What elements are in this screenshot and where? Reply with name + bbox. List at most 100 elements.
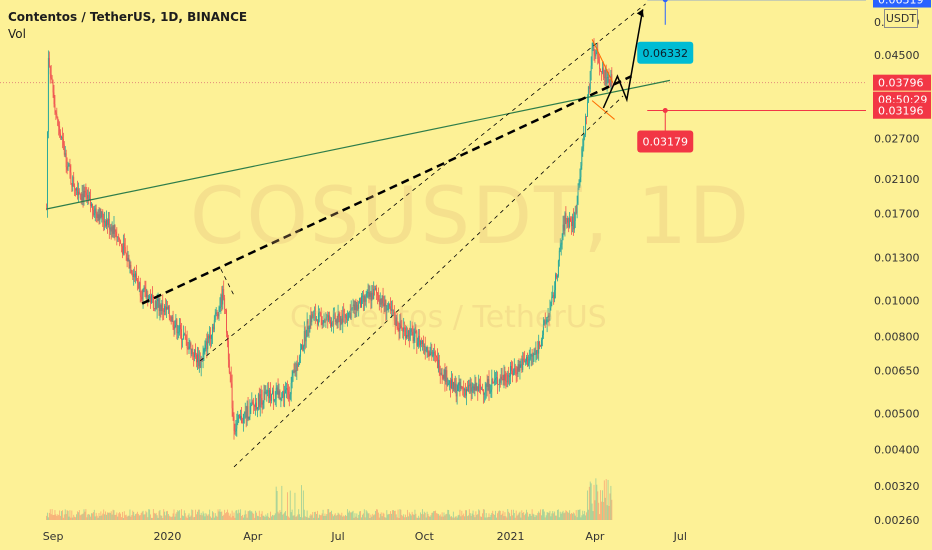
candle (380, 298, 382, 313)
volume-bar (399, 509, 401, 520)
candle (421, 339, 423, 351)
volume-bar (568, 512, 570, 520)
candle (511, 360, 512, 375)
volume-bar (481, 516, 482, 520)
volume-bar (571, 513, 572, 520)
volume-bar (610, 485, 612, 520)
volume-bar (475, 511, 477, 520)
candle (383, 295, 385, 315)
volume-bar (248, 511, 250, 520)
volume-bar (297, 514, 299, 520)
volume-bar (506, 517, 508, 520)
volume-bar (367, 513, 369, 520)
volume-bar (204, 516, 206, 520)
candle (102, 209, 104, 227)
volume-bar (454, 516, 456, 520)
candle (471, 382, 473, 400)
candle (522, 351, 524, 373)
candle (593, 38, 595, 61)
candle (454, 375, 456, 394)
volume-bar (608, 505, 610, 520)
volume-bar (564, 512, 566, 520)
candle (78, 188, 80, 195)
volume-bar (309, 515, 311, 520)
volume-bar (241, 514, 243, 520)
candle (272, 385, 274, 410)
volume-bar (206, 514, 208, 520)
candle (341, 309, 343, 325)
candle (325, 312, 327, 328)
candle (461, 385, 463, 390)
volume-bar (537, 513, 539, 520)
volume-bar (168, 515, 170, 520)
volume-bar (392, 510, 394, 520)
candle (565, 206, 567, 225)
candle (253, 397, 255, 414)
volume-bar (508, 511, 510, 520)
volume-bar (503, 516, 505, 520)
volume-bar (457, 515, 459, 520)
volume-bar (426, 511, 428, 520)
volume-bar (574, 515, 576, 520)
candle (531, 349, 533, 366)
candle (245, 405, 247, 428)
candle (519, 360, 521, 380)
volume-bar (186, 517, 188, 520)
volume-bar (188, 513, 190, 520)
volume-bar (551, 513, 553, 520)
candle (224, 294, 226, 315)
volume-bar (376, 509, 378, 520)
volume-bar (155, 512, 157, 520)
candle (537, 340, 539, 359)
volume-bar (52, 515, 54, 520)
volume-bar (95, 512, 97, 520)
candle (579, 168, 581, 188)
volume-bar (239, 512, 241, 520)
volume-bar (567, 512, 569, 520)
candle (285, 381, 287, 394)
watermark-symbol: COSUSDT, 1D (190, 172, 751, 262)
volume-bar (174, 516, 176, 520)
volume-bar (112, 509, 114, 520)
volume-bar (602, 501, 604, 520)
candle (47, 50, 49, 139)
candle (408, 327, 410, 348)
candle (463, 380, 465, 398)
candle (241, 407, 242, 424)
volume-bar (251, 511, 253, 520)
candle (420, 339, 422, 352)
volume-bar (212, 512, 214, 520)
flag-upper-line (591, 39, 614, 83)
candle (507, 370, 509, 388)
candle (589, 70, 591, 93)
candle (514, 363, 516, 376)
volume-bar (581, 515, 583, 520)
candle (560, 239, 562, 256)
volume-bar (262, 515, 264, 520)
candle (481, 383, 483, 392)
candle (281, 391, 283, 402)
candle (402, 327, 404, 339)
volume-bar (563, 513, 565, 520)
volume-bar (378, 517, 380, 520)
y-tick-label: 0.00650 (874, 365, 920, 378)
candle (415, 324, 417, 334)
volume-bar (351, 511, 353, 520)
candle (600, 68, 602, 73)
volume-bar (100, 511, 102, 520)
candle (317, 305, 319, 327)
candle (225, 308, 227, 315)
candle (145, 280, 147, 299)
candle (74, 183, 76, 196)
volume-bar (73, 514, 75, 520)
currency-button[interactable]: USDT (884, 9, 918, 28)
volume-bar (331, 510, 332, 520)
candle (526, 352, 528, 367)
candle (424, 336, 426, 360)
x-tick-label: 2021 (497, 530, 525, 543)
candlestick-series (46, 38, 613, 440)
x-tick-label: Apr (585, 530, 605, 543)
candle (433, 347, 435, 361)
volume-bar (560, 513, 562, 520)
